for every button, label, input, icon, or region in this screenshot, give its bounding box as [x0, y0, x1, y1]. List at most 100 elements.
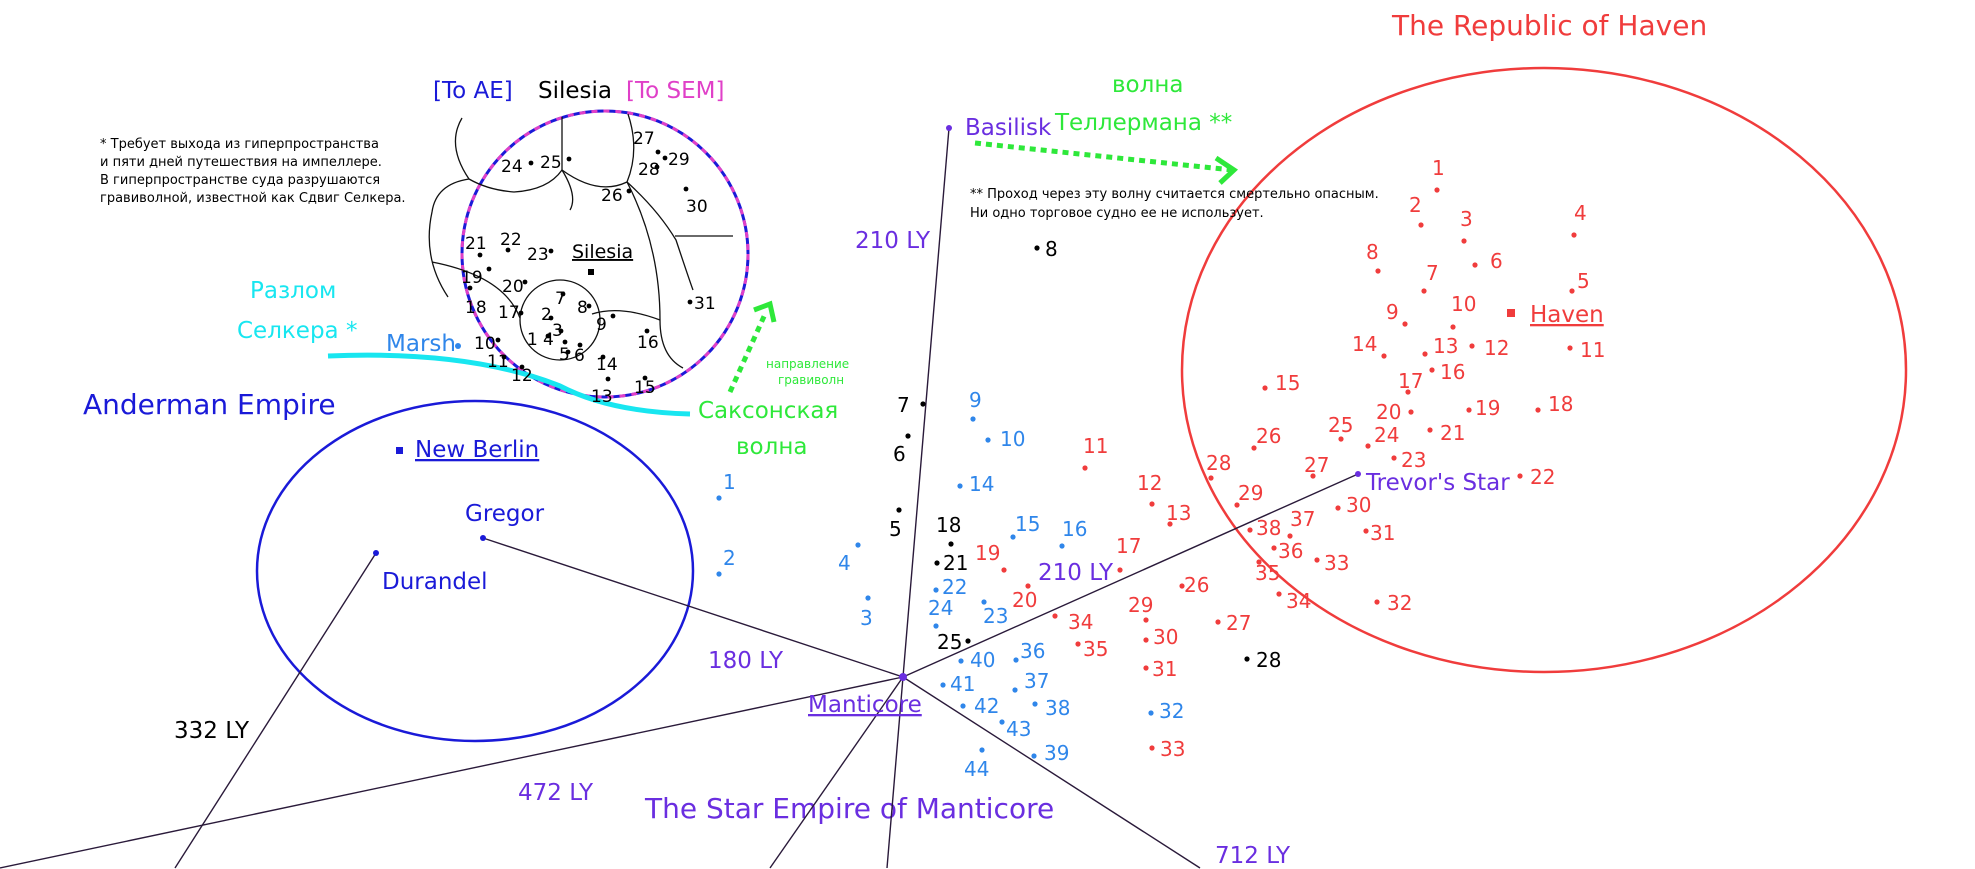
- svg-text:16: 16: [1062, 517, 1087, 541]
- svg-text:26: 26: [1256, 424, 1281, 448]
- svg-text:35: 35: [1083, 637, 1108, 661]
- svg-text:23: 23: [983, 604, 1008, 628]
- wave-direction-1: направление: [766, 357, 849, 371]
- svg-text:8: 8: [1045, 237, 1058, 261]
- svg-text:3: 3: [860, 606, 873, 630]
- svg-text:5: 5: [559, 345, 570, 365]
- svg-text:8: 8: [1366, 240, 1379, 264]
- trevors-star-dot: [1355, 471, 1361, 477]
- svg-text:19: 19: [975, 541, 1000, 565]
- svg-text:38: 38: [1045, 696, 1070, 720]
- svg-text:22: 22: [1530, 465, 1555, 489]
- svg-text:13: 13: [1166, 501, 1191, 525]
- svg-text:44: 44: [964, 757, 989, 781]
- svg-text:16: 16: [637, 333, 659, 353]
- silesia-to-sem[interactable]: [To SEM]: [626, 78, 724, 104]
- teller-wave-arrow: [974, 140, 1233, 173]
- marsh-label[interactable]: Marsh: [386, 331, 456, 357]
- svg-text:18: 18: [1548, 392, 1573, 416]
- silesia-to-ae[interactable]: [To AE]: [433, 78, 513, 104]
- svg-text:29: 29: [1238, 481, 1263, 505]
- teller-wave-label-1: волна: [1112, 72, 1183, 98]
- svg-text:30: 30: [1153, 625, 1178, 649]
- svg-text:17: 17: [1398, 369, 1423, 393]
- silesia-center-marker: [588, 269, 594, 275]
- svg-text:34: 34: [1286, 589, 1311, 613]
- svg-text:18: 18: [465, 298, 487, 318]
- haven-territory: [1180, 66, 1908, 674]
- svg-text:20: 20: [1376, 400, 1401, 424]
- svg-text:1: 1: [723, 470, 736, 494]
- svg-text:13: 13: [591, 387, 613, 407]
- svg-text:18: 18: [936, 513, 961, 537]
- distance-gregor: 180 LY: [708, 648, 784, 674]
- saxon-wave-arrowhead: [753, 300, 777, 323]
- svg-text:25: 25: [937, 630, 962, 654]
- svg-text:43: 43: [1006, 717, 1031, 741]
- svg-text:19: 19: [1475, 396, 1500, 420]
- svg-text:и пяти дней путешествия на имп: и пяти дней путешествия на импеллере.: [100, 155, 382, 170]
- anderman-title: Anderman Empire: [83, 388, 336, 421]
- svg-text:28: 28: [1206, 451, 1231, 475]
- manticore-label[interactable]: Manticore: [808, 692, 922, 718]
- svg-text:39: 39: [1044, 741, 1069, 765]
- svg-text:10: 10: [1000, 427, 1025, 451]
- distance-trevor: 210 LY: [1038, 560, 1114, 586]
- svg-text:11: 11: [487, 352, 509, 372]
- svg-text:24: 24: [501, 157, 523, 177]
- svg-text:40: 40: [970, 648, 995, 672]
- teller-note-1: ** Проход через эту волну считается смер…: [970, 187, 1379, 202]
- durandel-label[interactable]: Durandel: [382, 569, 488, 595]
- svg-text:12: 12: [1484, 336, 1509, 360]
- svg-text:23: 23: [527, 245, 549, 265]
- haven-label[interactable]: Haven: [1530, 302, 1604, 328]
- svg-text:15: 15: [634, 378, 656, 398]
- selker-rift-label-1: Разлом: [250, 278, 336, 304]
- svg-text:4: 4: [543, 330, 554, 350]
- haven-marker: [1507, 309, 1515, 317]
- svg-text:23: 23: [1401, 448, 1426, 472]
- svg-text:42: 42: [974, 694, 999, 718]
- svg-text:38: 38: [1256, 516, 1281, 540]
- haven-title: The Republic of Haven: [1391, 9, 1707, 42]
- svg-text:29: 29: [668, 150, 690, 170]
- svg-text:31: 31: [694, 294, 716, 314]
- svg-text:21: 21: [1440, 421, 1465, 445]
- gregor-label[interactable]: Gregor: [465, 501, 545, 527]
- trevors-star-label[interactable]: Trevor's Star: [1365, 470, 1510, 496]
- new-berlin-label[interactable]: New Berlin: [415, 437, 539, 463]
- svg-text:8: 8: [577, 298, 588, 318]
- svg-text:32: 32: [1387, 591, 1412, 615]
- svg-text:29: 29: [1128, 593, 1153, 617]
- svg-text:20: 20: [1012, 588, 1037, 612]
- svg-text:11: 11: [1580, 338, 1605, 362]
- distance-durandel: 332 LY: [174, 718, 250, 744]
- teller-wave-arrowhead: [1214, 155, 1239, 185]
- basilisk-label[interactable]: Basilisk: [965, 115, 1052, 141]
- svg-text:14: 14: [969, 472, 994, 496]
- svg-text:27: 27: [1226, 611, 1251, 635]
- svg-text:30: 30: [1346, 493, 1371, 517]
- saxon-wave-label-2: волна: [736, 434, 807, 460]
- svg-text:14: 14: [596, 355, 618, 375]
- svg-text:4: 4: [838, 551, 851, 575]
- svg-text:9: 9: [1386, 300, 1399, 324]
- selker-rift-label-2: Селкера *: [237, 318, 357, 344]
- svg-text:12: 12: [1137, 471, 1162, 495]
- svg-text:7: 7: [897, 393, 910, 417]
- distance-basilisk: 210 LY: [855, 228, 931, 254]
- svg-text:10: 10: [1451, 292, 1476, 316]
- svg-text:31: 31: [1152, 657, 1177, 681]
- silesia-center-label[interactable]: Silesia: [572, 241, 633, 263]
- svg-text:22: 22: [942, 575, 967, 599]
- svg-text:21: 21: [943, 551, 968, 575]
- svg-text:15: 15: [1015, 512, 1040, 536]
- distance-southeast: 712 LY: [1215, 843, 1291, 869]
- svg-text:В гиперпространстве суда разру: В гиперпространстве суда разрушаются: [100, 173, 380, 188]
- svg-text:* Требует выхода из гиперпрост: * Требует выхода из гиперпространства: [100, 137, 379, 152]
- svg-text:9: 9: [596, 315, 607, 335]
- svg-text:3: 3: [1460, 207, 1473, 231]
- svg-text:1: 1: [527, 330, 538, 350]
- svg-text:31: 31: [1370, 521, 1395, 545]
- silesia-circle-overlay: [460, 109, 750, 399]
